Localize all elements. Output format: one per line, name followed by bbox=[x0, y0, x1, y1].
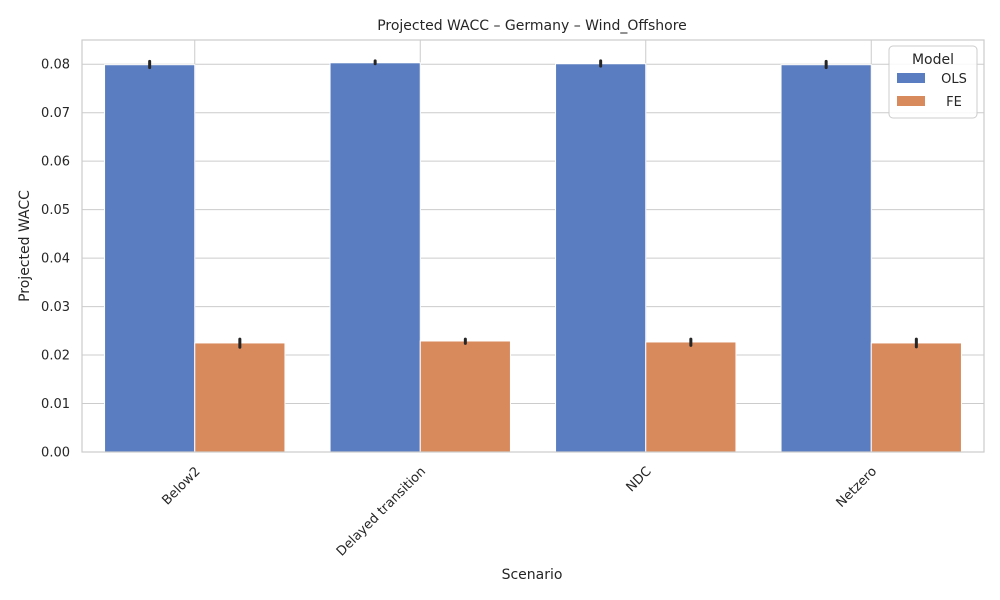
bar-fe bbox=[645, 341, 737, 453]
chart-title: Projected WACC – Germany – Wind_Offshore bbox=[377, 18, 687, 34]
x-tick-label: Delayed transition bbox=[334, 464, 429, 559]
bar-fe bbox=[194, 342, 286, 453]
x-tick-labels: Below2 Delayed transition NDC Netzero bbox=[159, 464, 880, 559]
legend: Model OLS FE bbox=[888, 45, 978, 119]
bar-ols bbox=[555, 63, 647, 453]
x-tick-label: Below2 bbox=[159, 464, 203, 508]
bar-fe bbox=[870, 342, 962, 453]
bar-fe bbox=[419, 340, 511, 453]
legend-items: OLS FE bbox=[897, 72, 967, 110]
y-tick-label: 0.01 bbox=[41, 397, 70, 412]
y-tick-label: 0.08 bbox=[41, 58, 70, 73]
legend-label-ols: OLS bbox=[941, 72, 967, 87]
y-tick-labels: 0.00 0.01 0.02 0.03 0.04 0.05 0.06 0.07 0.08 bbox=[41, 58, 70, 461]
x-axis-label: Scenario bbox=[502, 567, 563, 583]
bar-ols bbox=[780, 64, 872, 453]
x-tick-label: NDC bbox=[624, 464, 655, 495]
y-tick-label: 0.02 bbox=[41, 349, 70, 364]
bars bbox=[104, 62, 962, 453]
bar-ols bbox=[329, 62, 421, 453]
y-tick-label: 0.05 bbox=[41, 203, 70, 218]
legend-label-fe: FE bbox=[946, 95, 962, 110]
legend-swatch-fe bbox=[897, 96, 925, 106]
y-tick-label: 0.06 bbox=[41, 155, 70, 170]
legend-title: Model bbox=[912, 52, 954, 68]
y-tick-label: 0.03 bbox=[41, 300, 70, 315]
legend-swatch-ols bbox=[897, 73, 925, 83]
plot-frame bbox=[81, 39, 985, 453]
y-tick-label: 0.04 bbox=[41, 252, 70, 267]
y-tick-label: 0.00 bbox=[41, 446, 70, 461]
error-bars bbox=[148, 59, 918, 349]
y-tick-label: 0.07 bbox=[41, 106, 70, 121]
bar-ols bbox=[104, 64, 196, 453]
x-tick-label: Netzero bbox=[834, 464, 880, 510]
y-axis-label: Projected WACC bbox=[17, 190, 33, 302]
